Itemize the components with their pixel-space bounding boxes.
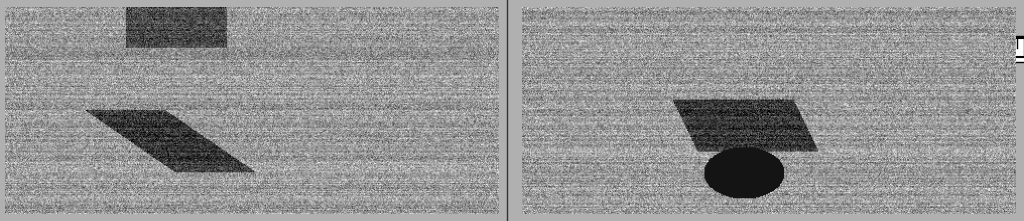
FancyBboxPatch shape [36,36,113,62]
Text: mm: mm [969,22,993,35]
Text: mm: mm [52,22,77,35]
Text: Short fill/cold shut: Short fill/cold shut [183,31,370,49]
FancyBboxPatch shape [952,36,1024,62]
Text: (b): (b) [532,69,564,88]
Text: Gas porosity: Gas porosity [633,31,760,49]
Text: (a): (a) [31,69,61,88]
